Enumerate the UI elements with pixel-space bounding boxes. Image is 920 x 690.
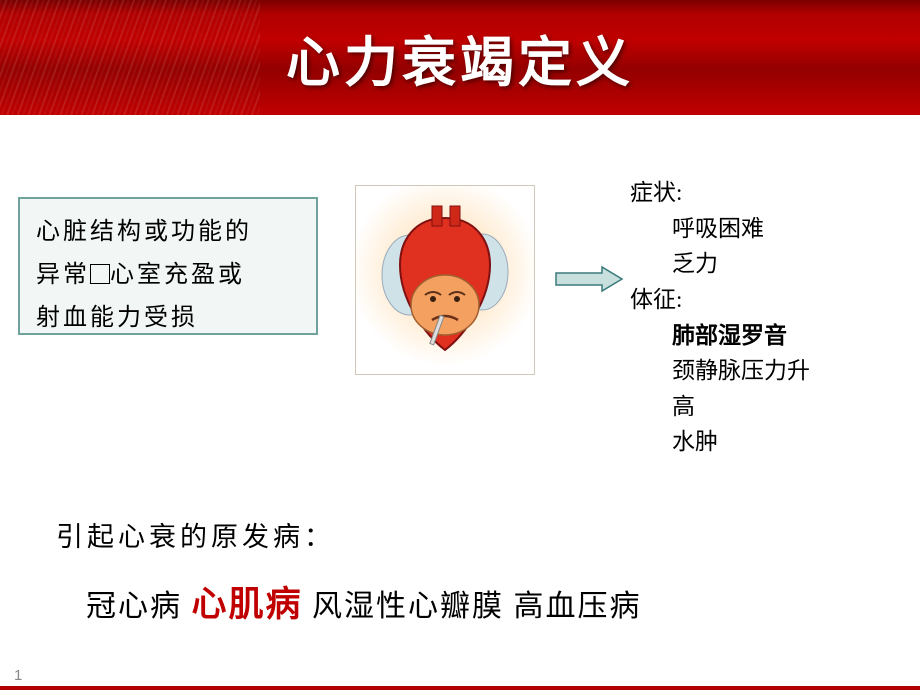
sick-heart-icon	[370, 200, 520, 360]
definition-box: 心脏结构或功能的 异常心室充盈或 射血能力受损	[18, 197, 318, 335]
missing-glyph-icon	[90, 264, 110, 284]
definition-line2-post: 心室充盈或	[110, 262, 245, 288]
bottom-accent-bar	[0, 686, 920, 690]
symptoms-block: 症状: 呼吸困难 乏力 体征: 肺部湿罗音 颈静脉压力升 高 水肿	[630, 175, 890, 460]
signs-label: 体征:	[630, 282, 890, 318]
disease-line: 冠心病 心肌病 风湿性心瓣膜 高血压病	[56, 576, 642, 627]
symptom-item-2: 乏力	[630, 246, 890, 282]
heart-image	[355, 185, 535, 375]
symptom-item-1: 呼吸困难	[630, 211, 890, 247]
disease-4: 高血压病	[514, 590, 642, 623]
symptoms-label: 症状:	[630, 175, 890, 211]
causes-block: 引起心衰的原发病： 冠心病 心肌病 风湿性心瓣膜 高血压病	[56, 515, 642, 627]
disease-3: 风湿性心瓣膜	[312, 590, 504, 623]
definition-line3: 射血能力受损	[36, 305, 198, 331]
definition-line1: 心脏结构或功能的	[36, 219, 252, 245]
slide-header: 心力衰竭定义	[0, 0, 920, 115]
disease-2-highlight: 心肌病	[192, 585, 303, 624]
definition-line2-pre: 异常	[36, 262, 90, 288]
sign-item-3: 水肿	[630, 424, 890, 460]
sign-item-2b: 高	[630, 389, 890, 425]
arrow-right-icon	[554, 265, 624, 293]
slide-title: 心力衰竭定义	[286, 18, 634, 97]
causes-heading: 引起心衰的原发病：	[56, 515, 642, 554]
disease-1: 冠心病	[86, 590, 182, 623]
page-number: 1	[14, 667, 22, 684]
slide-body: 心脏结构或功能的 异常心室充盈或 射血能力受损 症状: 呼吸困难 乏力 体征: …	[0, 115, 920, 690]
sign-item-2a: 颈静脉压力升	[630, 353, 890, 389]
sign-item-1: 肺部湿罗音	[630, 318, 890, 354]
